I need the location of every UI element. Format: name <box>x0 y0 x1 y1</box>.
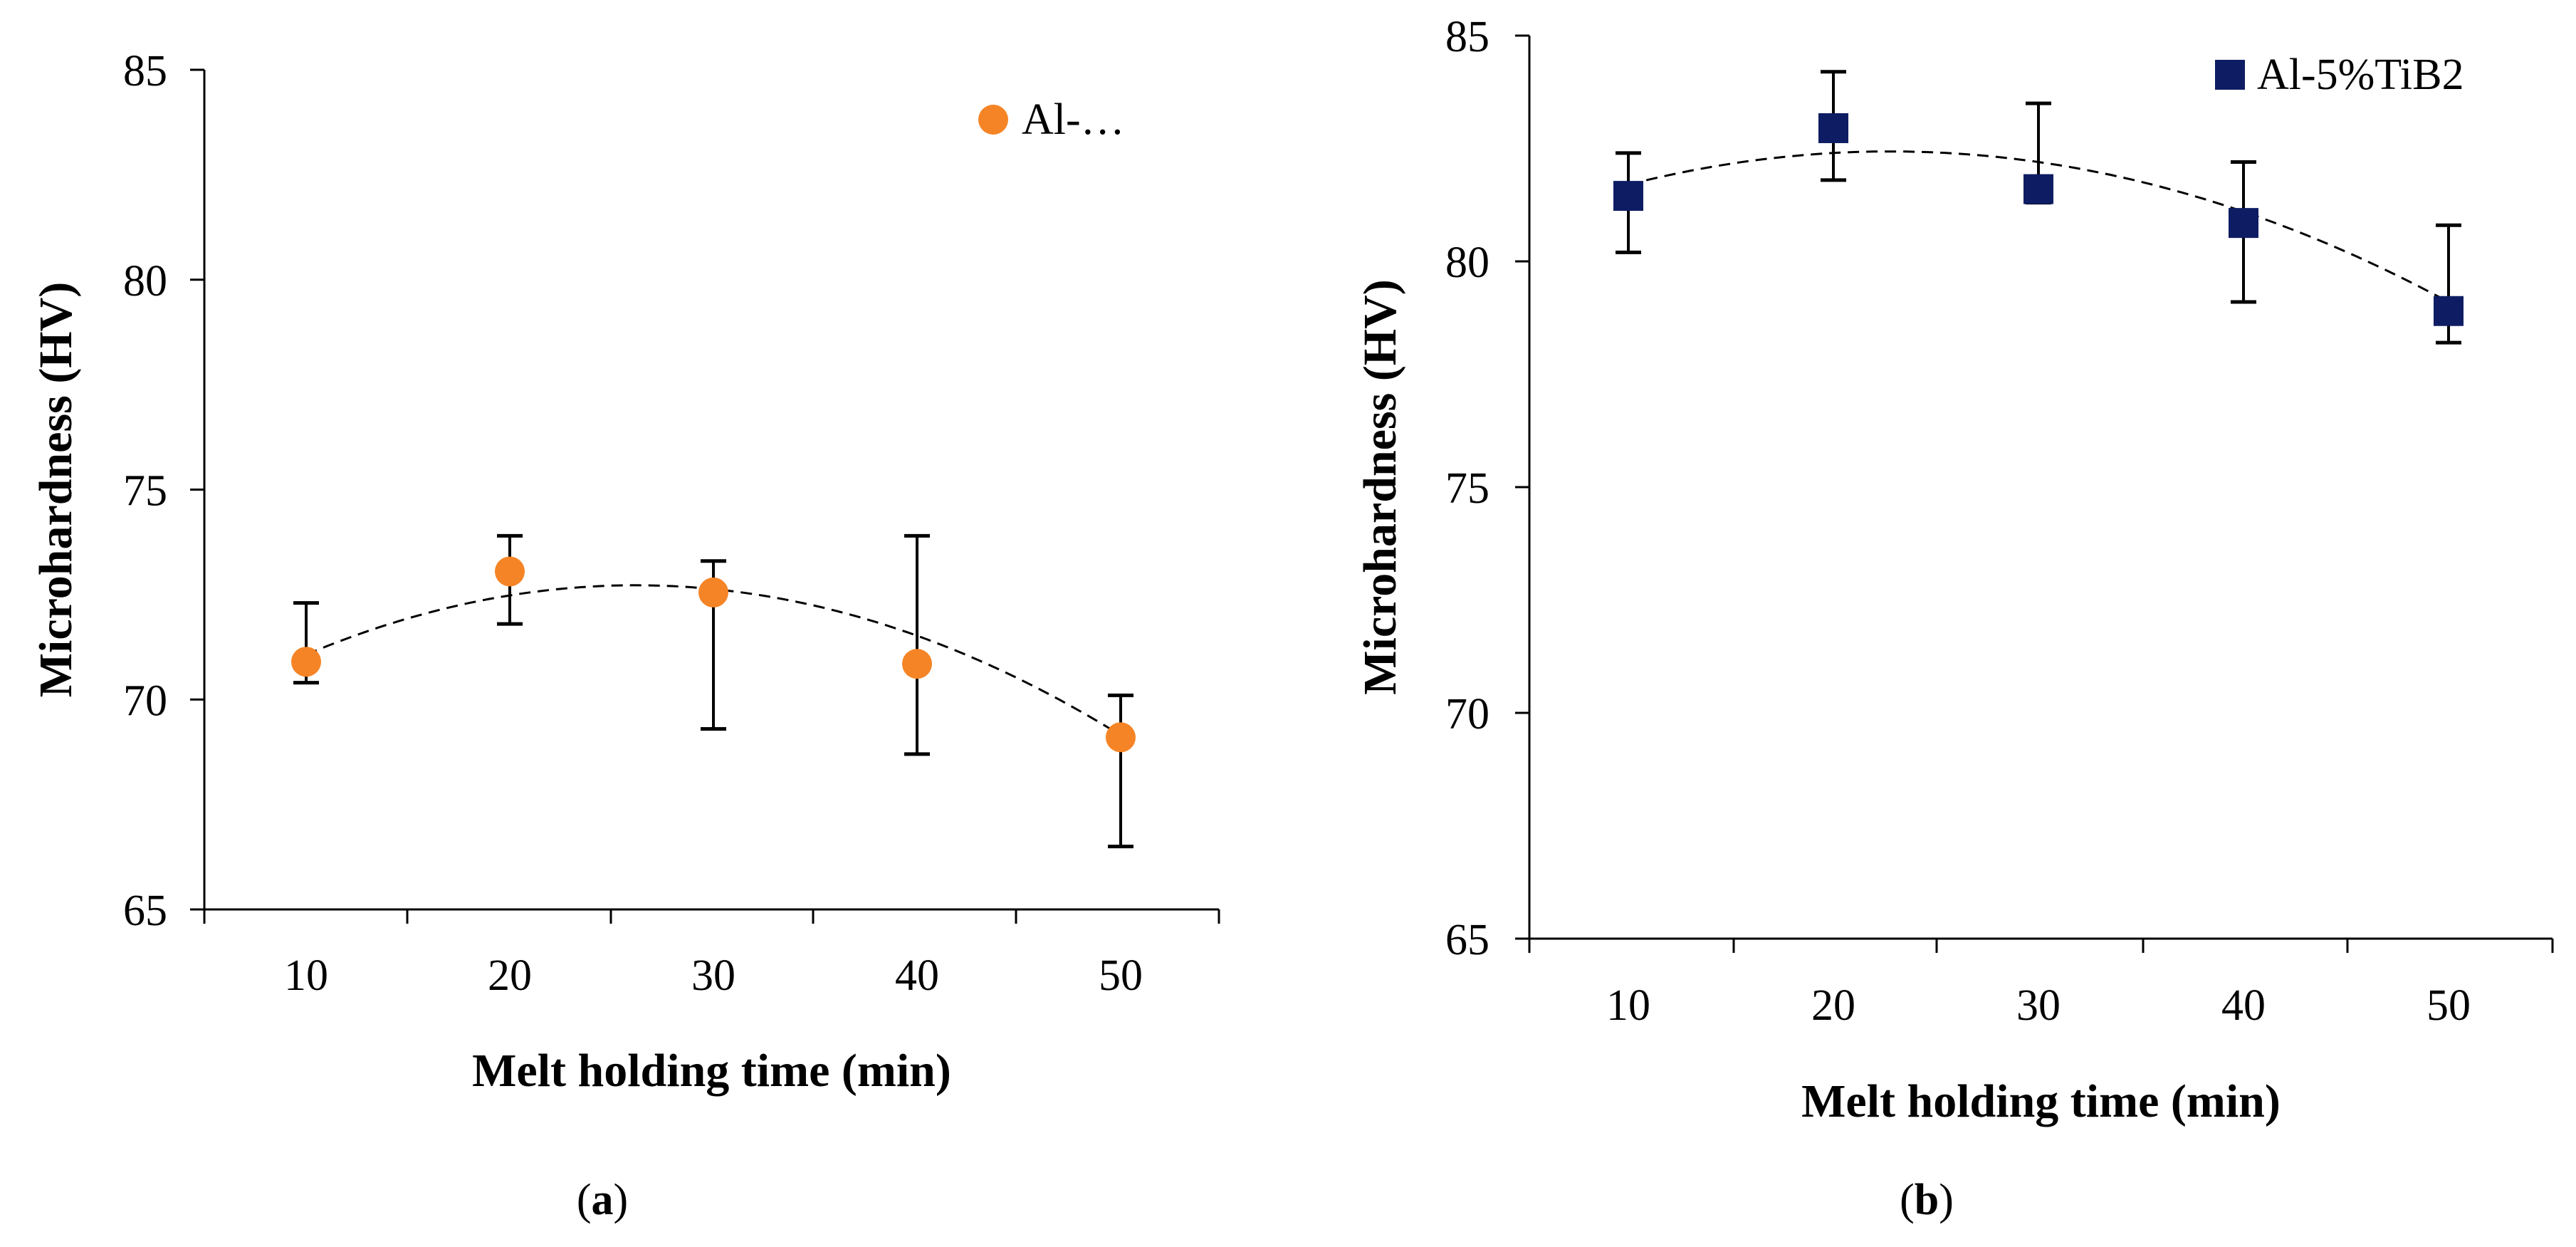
data-point <box>2434 296 2464 326</box>
y-tick-label: 85 <box>1445 13 1489 61</box>
x-ticks: 10 20 30 40 50 <box>1528 939 2554 1030</box>
y-tick-label: 75 <box>123 467 167 516</box>
y-tick-label: 80 <box>1445 239 1489 287</box>
data-point <box>902 649 932 679</box>
y-tick-label: 65 <box>1445 916 1489 964</box>
x-tick-label: 50 <box>1099 951 1143 1000</box>
x-tick-label: 50 <box>2426 981 2471 1030</box>
x-axis-title: Melt holding time (min) <box>472 1045 951 1097</box>
legend-marker-shape <box>2215 60 2245 90</box>
error-bars <box>1616 70 2461 345</box>
y-tick-label: 85 <box>123 47 167 95</box>
y-ticks: 65 70 75 80 85 <box>1445 13 1529 964</box>
x-tick-label: 30 <box>691 951 735 1000</box>
chart-panel-b: 65 70 75 80 85 10 20 30 40 50 Microhardness (HV)… <box>1354 13 2554 1224</box>
data-points <box>291 556 1136 753</box>
y-tick-label: 80 <box>123 257 167 306</box>
x-tick-label: 40 <box>2221 981 2266 1030</box>
x-tick-label: 20 <box>488 951 532 1000</box>
caption-letter: b <box>1915 1176 1939 1224</box>
data-point <box>698 577 728 607</box>
y-ticks: 65 70 75 80 85 <box>123 47 204 935</box>
data-point <box>291 647 321 677</box>
error-bars <box>293 533 1133 849</box>
data-point <box>1818 113 1848 143</box>
y-tick-label: 65 <box>123 887 167 935</box>
chart-panel-a: 65 70 75 80 85 10 20 30 40 50 Microhardness (HV)… <box>30 47 1220 1224</box>
y-axis-title: Microhardness (HV) <box>30 282 82 698</box>
error-bar <box>904 533 930 756</box>
caption-open: ( <box>1900 1176 1915 1224</box>
x-tick-label: 10 <box>284 951 328 1000</box>
x-tick-label: 30 <box>2016 981 2061 1030</box>
data-point <box>1106 722 1136 753</box>
legend: Al-… <box>978 95 1125 144</box>
data-point <box>1613 181 1643 212</box>
legend-marker-icon <box>2215 60 2245 90</box>
caption-close: ) <box>1939 1176 1954 1224</box>
error-bar <box>1108 693 1133 849</box>
legend-label: Al-5%TiB2 <box>2257 51 2464 99</box>
x-axis-title: Melt holding time (min) <box>1801 1075 2281 1127</box>
legend-marker-shape <box>978 105 1008 135</box>
caption-close: ) <box>614 1176 629 1224</box>
caption-letter: a <box>592 1176 614 1224</box>
caption-open: ( <box>577 1176 592 1224</box>
y-tick-label: 70 <box>1445 690 1489 739</box>
panel-caption: (a) <box>577 1176 628 1224</box>
legend-marker-icon <box>978 105 1008 135</box>
x-tick-label: 20 <box>1811 981 1855 1030</box>
data-points <box>1613 113 2464 326</box>
y-tick-label: 70 <box>123 677 167 725</box>
data-point <box>495 556 525 587</box>
x-tick-label: 10 <box>1606 981 1650 1030</box>
x-tick-label: 40 <box>895 951 939 1000</box>
legend-label: Al-… <box>1022 95 1125 144</box>
y-tick-label: 75 <box>1445 464 1489 513</box>
data-point <box>2023 174 2053 204</box>
panel-caption: (b) <box>1900 1176 1954 1224</box>
legend: Al-5%TiB2 <box>2215 51 2464 99</box>
y-axis-title: Microhardness (HV) <box>1354 279 1406 695</box>
data-point <box>2229 208 2258 239</box>
x-ticks: 10 20 30 40 50 <box>203 909 1220 1000</box>
